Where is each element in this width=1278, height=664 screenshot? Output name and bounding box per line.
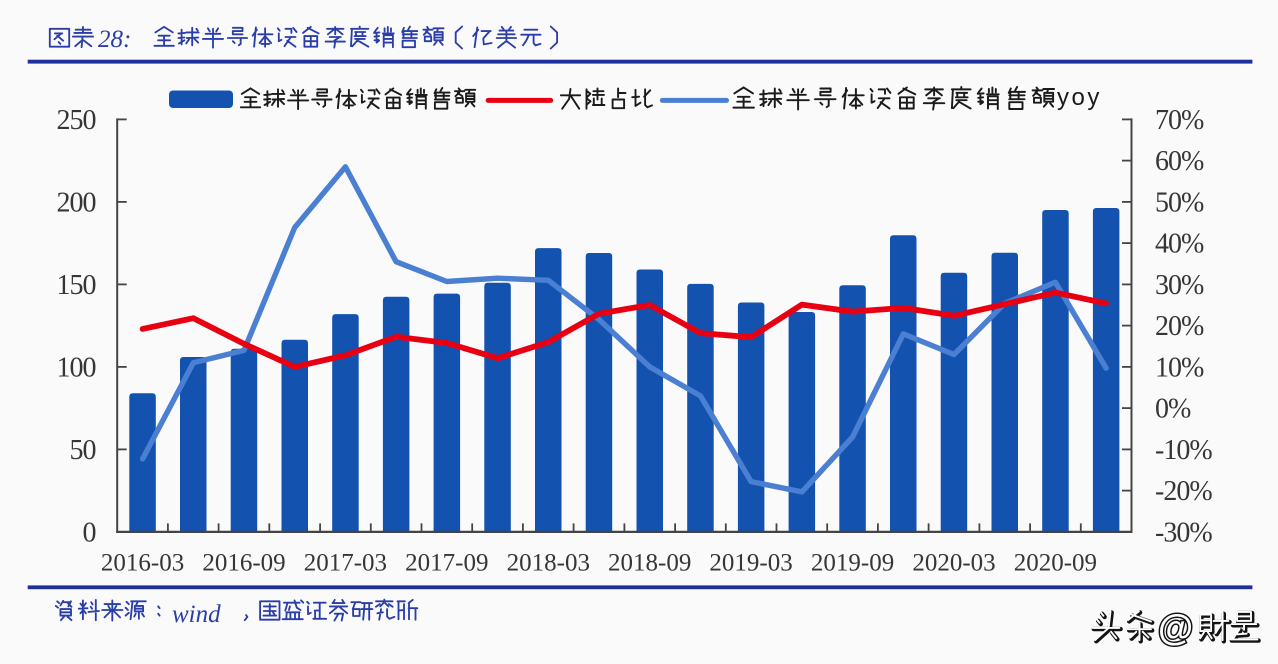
svg-text:28:: 28: bbox=[98, 26, 131, 53]
svg-text:50: 50 bbox=[70, 435, 96, 466]
svg-text:-10%: -10% bbox=[1155, 435, 1212, 466]
svg-text:150: 150 bbox=[57, 270, 96, 301]
svg-text:10%: 10% bbox=[1155, 352, 1204, 383]
svg-text:2019-03: 2019-03 bbox=[709, 549, 792, 576]
svg-text:70%: 70% bbox=[1155, 105, 1204, 136]
svg-text:2018-09: 2018-09 bbox=[608, 549, 691, 576]
svg-text:0: 0 bbox=[83, 517, 96, 548]
svg-text:20%: 20% bbox=[1155, 311, 1204, 342]
svg-text:50%: 50% bbox=[1155, 187, 1204, 218]
svg-text:yoy: yoy bbox=[1057, 84, 1102, 111]
svg-text:2020-09: 2020-09 bbox=[1014, 549, 1097, 576]
svg-text:0%: 0% bbox=[1155, 394, 1191, 425]
svg-text:2017-09: 2017-09 bbox=[405, 549, 488, 576]
svg-text:2020-03: 2020-03 bbox=[912, 549, 995, 576]
svg-text:2016-03: 2016-03 bbox=[101, 549, 184, 576]
svg-text:100: 100 bbox=[57, 352, 96, 383]
svg-text:-20%: -20% bbox=[1155, 476, 1212, 507]
svg-text:@: @ bbox=[1158, 607, 1193, 648]
svg-text:-30%: -30% bbox=[1155, 517, 1212, 548]
svg-text:2017-03: 2017-03 bbox=[304, 549, 387, 576]
svg-text:200: 200 bbox=[57, 187, 96, 218]
svg-text:60%: 60% bbox=[1155, 146, 1204, 177]
svg-text:250: 250 bbox=[57, 105, 96, 136]
svg-text:2018-03: 2018-03 bbox=[507, 549, 590, 576]
svg-text:2016-09: 2016-09 bbox=[202, 549, 285, 576]
svg-text:2019-09: 2019-09 bbox=[811, 549, 894, 576]
svg-text:30%: 30% bbox=[1155, 270, 1204, 301]
svg-text:40%: 40% bbox=[1155, 229, 1204, 260]
svg-text:wind: wind bbox=[172, 601, 221, 628]
